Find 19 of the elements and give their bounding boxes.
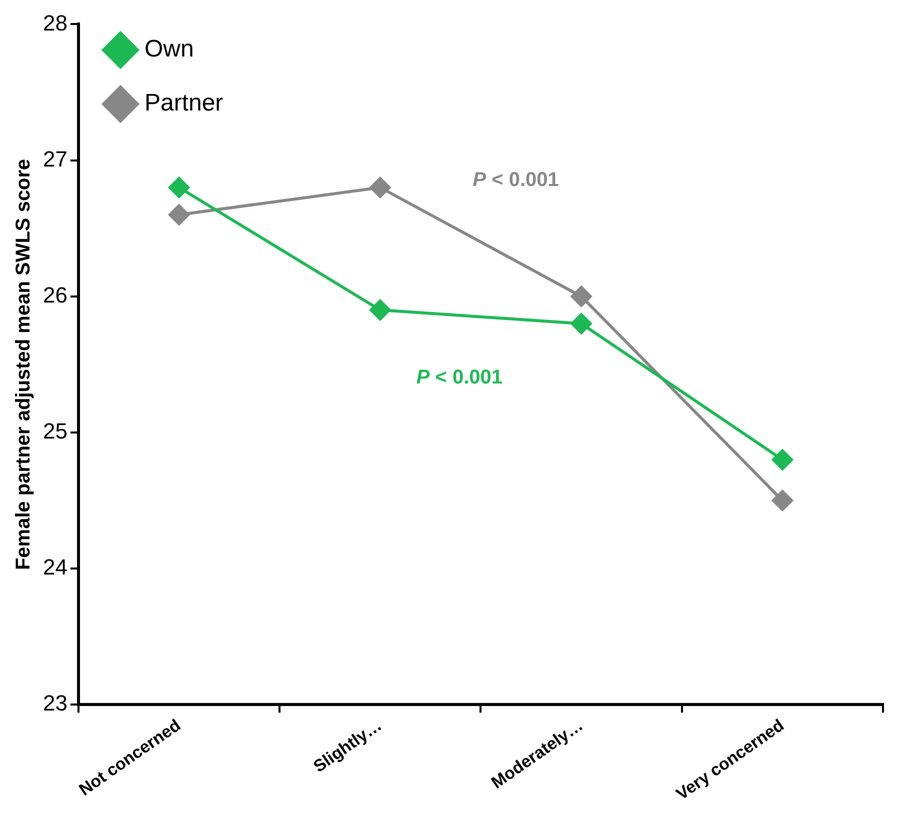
point (570, 313, 592, 334)
y-tick-label: 24 (42, 554, 68, 580)
point (168, 177, 190, 198)
y-tick-label: 25 (42, 418, 68, 444)
y-tick-label: 27 (42, 146, 68, 172)
annotation: P < 0.001 (472, 169, 559, 192)
point (772, 449, 793, 470)
legend-label: Partner (144, 90, 224, 117)
point (772, 490, 793, 512)
y-tick-label: 23 (42, 690, 68, 716)
point (570, 286, 592, 307)
point (168, 204, 190, 226)
point (370, 299, 391, 320)
legend-label: Own (144, 36, 194, 63)
y-axis-title: Female partner adjusted mean SWLS score (12, 158, 35, 570)
annotation: P < 0.001 (416, 366, 503, 389)
y-tick-label: 26 (42, 282, 68, 308)
y-tick-label: 28 (42, 10, 68, 36)
point (370, 177, 391, 198)
